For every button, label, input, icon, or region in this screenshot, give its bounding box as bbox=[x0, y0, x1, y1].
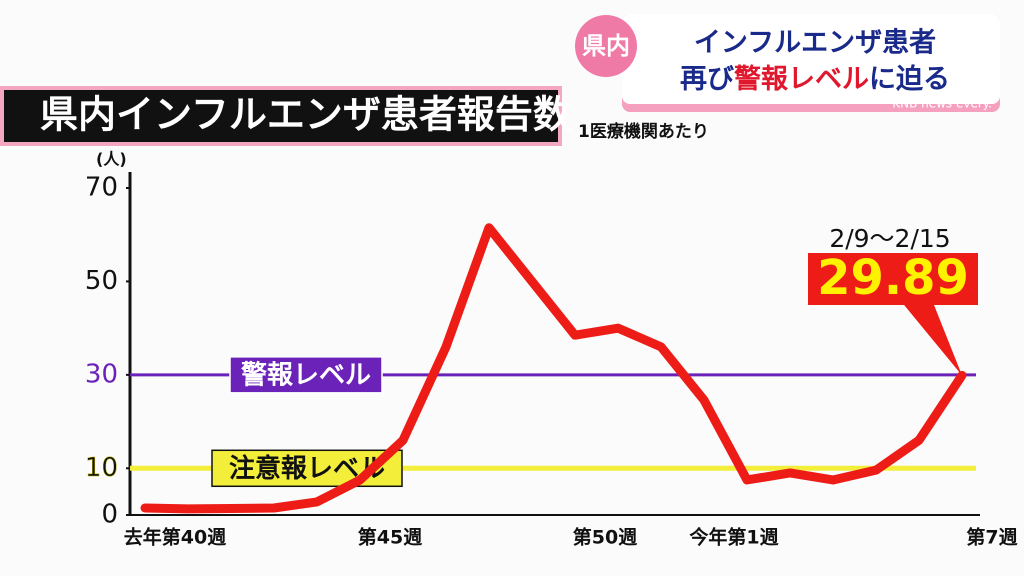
y-tick-label: 70 bbox=[85, 173, 118, 203]
callout-pointer bbox=[900, 300, 962, 376]
headline-2: 再び警報レベルに迫る bbox=[680, 63, 950, 95]
x-tick-label: 第50週 bbox=[573, 526, 637, 549]
y-tick-label: 10 bbox=[85, 453, 118, 483]
headline-part: 再び bbox=[680, 64, 734, 95]
banner bbox=[622, 14, 1000, 104]
y-tick-label: 0 bbox=[101, 500, 118, 530]
brand: KNB news every. bbox=[892, 97, 992, 111]
tag-circle bbox=[575, 15, 637, 77]
callout-box bbox=[808, 253, 978, 305]
data-line bbox=[140, 223, 967, 514]
headline-1: インフルエンザ患者 bbox=[694, 28, 936, 59]
x-tick-label: 去年第40週 bbox=[124, 526, 226, 549]
headline-part: 警報レベル bbox=[734, 64, 869, 95]
x-tick-label: 第45週 bbox=[358, 526, 422, 549]
data-label: 29.89 bbox=[817, 250, 969, 306]
x-tick-label: 第7週 bbox=[966, 526, 1017, 549]
x-tick-label: 今年第1週 bbox=[688, 526, 778, 549]
y-unit: (人) bbox=[96, 150, 127, 169]
tag: 県内 bbox=[582, 32, 630, 60]
y-tick-label: 50 bbox=[85, 266, 118, 296]
y-tick-label: 30 bbox=[85, 359, 118, 389]
subtitle: 1医療機関あたり bbox=[578, 121, 709, 142]
title-bar bbox=[4, 90, 558, 142]
reference-label: 警報レベル bbox=[241, 359, 371, 390]
reference-label-box bbox=[229, 356, 383, 394]
chart-title: 県内インフルエンザ患者報告数 bbox=[40, 93, 571, 137]
callout-date: 2/9〜2/15 bbox=[829, 224, 950, 253]
headline-part: に迫る bbox=[869, 63, 950, 95]
